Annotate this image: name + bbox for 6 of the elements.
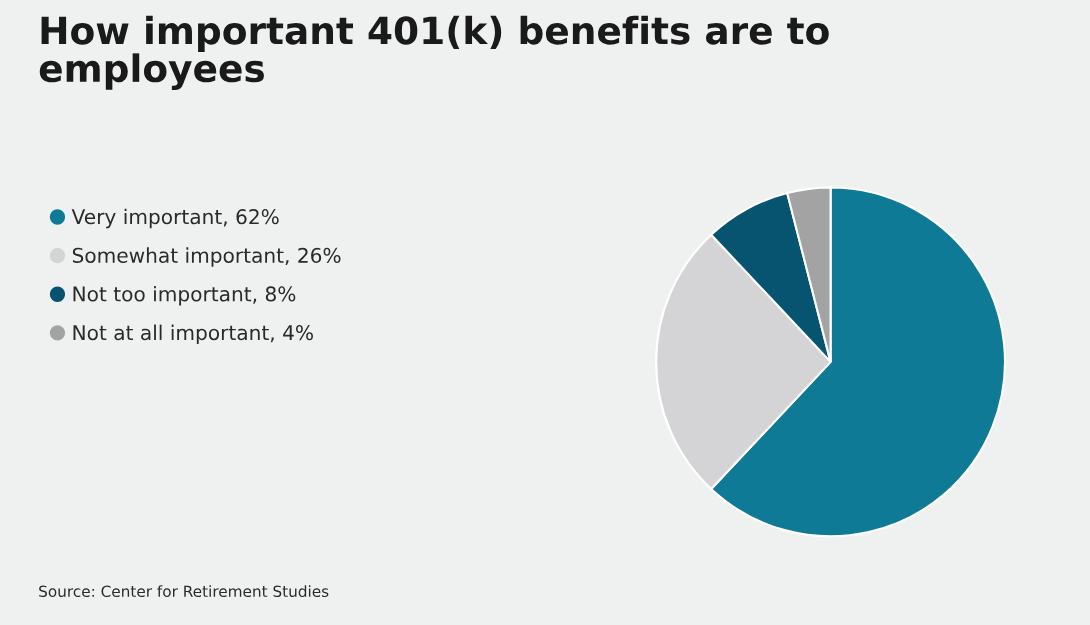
legend-label: Very important, 62%	[71, 208, 279, 229]
chart-title: How important 401(k) benefits are to employees	[39, 15, 829, 90]
source-note: Source: Center for Retirement Studies	[39, 585, 329, 598]
legend-label: Not at all important, 4%	[73, 324, 313, 345]
legend-label: Not too important, 8%	[73, 286, 296, 306]
legend-label: Somewhat important, 26%	[72, 247, 341, 267]
